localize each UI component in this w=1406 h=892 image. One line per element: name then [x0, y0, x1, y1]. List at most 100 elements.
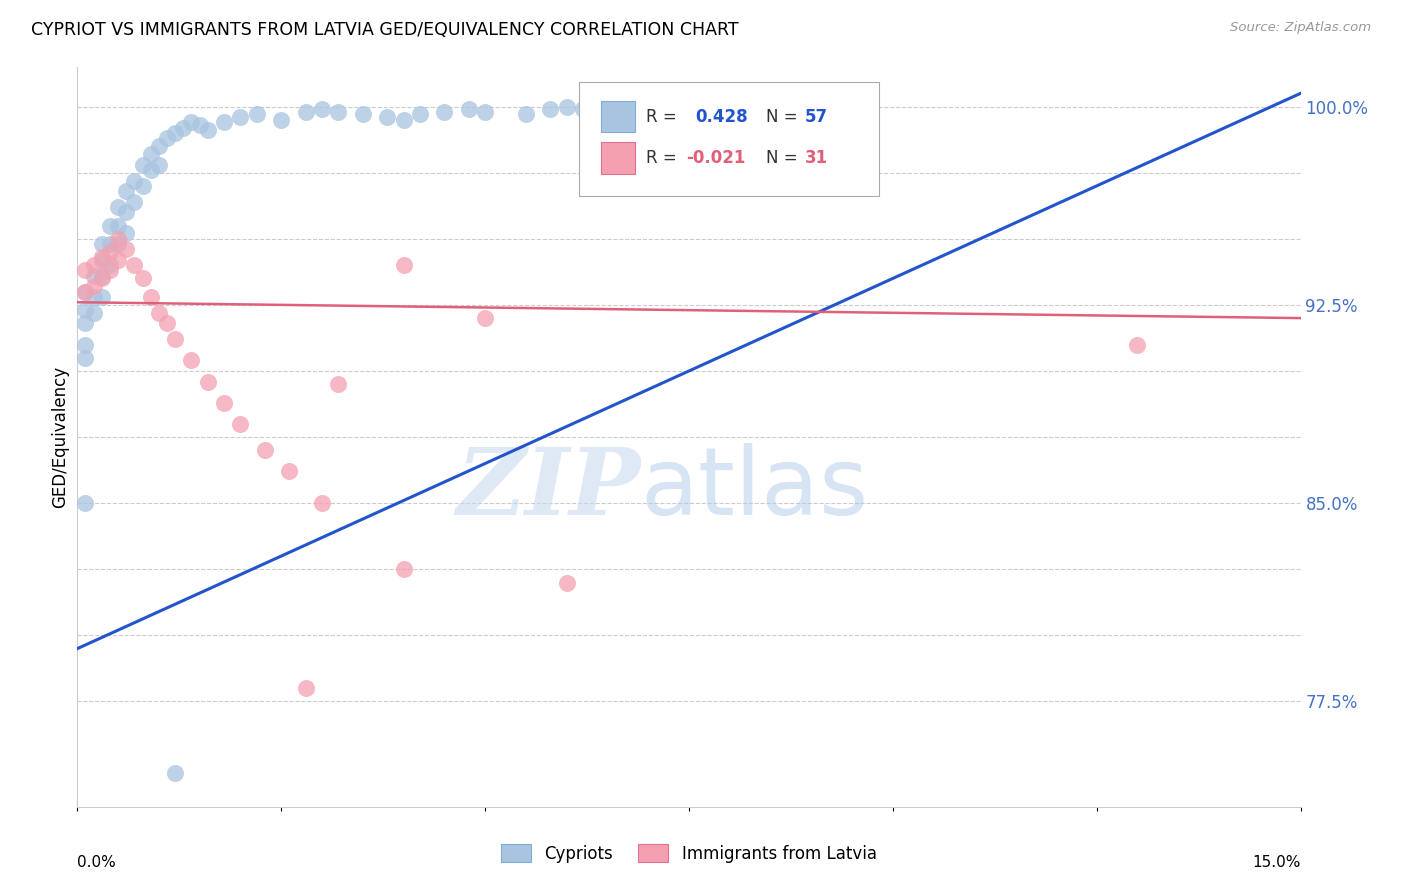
Point [139, 163, 162, 178]
Point [311, 102, 333, 116]
Point [124, 258, 146, 272]
Point [83, 290, 105, 304]
Point [212, 115, 235, 129]
Text: N =: N = [766, 149, 797, 167]
Point [75, 263, 97, 277]
Point [409, 107, 432, 121]
Text: 0.0%: 0.0% [77, 855, 117, 871]
Text: atlas: atlas [640, 443, 869, 535]
Point [572, 102, 595, 116]
Point [83, 258, 105, 272]
Text: CYPRIOT VS IMMIGRANTS FROM LATVIA GED/EQUIVALENCY CORRELATION CHART: CYPRIOT VS IMMIGRANTS FROM LATVIA GED/EQ… [31, 21, 738, 38]
Point [148, 158, 170, 172]
Point [90, 252, 112, 267]
Point [98, 263, 121, 277]
Point [352, 107, 374, 121]
Point [75, 285, 97, 299]
Point [515, 107, 537, 121]
Text: 31: 31 [806, 149, 828, 167]
Text: 0.428: 0.428 [695, 108, 748, 126]
Point [197, 375, 219, 389]
Point [229, 110, 252, 124]
Point [139, 290, 162, 304]
Point [98, 244, 121, 259]
Point [83, 306, 105, 320]
Point [148, 139, 170, 153]
Legend: Cypriots, Immigrants from Latvia: Cypriots, Immigrants from Latvia [495, 838, 883, 870]
Point [392, 258, 415, 272]
Point [229, 417, 252, 431]
Point [156, 317, 179, 331]
Point [75, 496, 97, 510]
Point [107, 232, 129, 246]
Text: R =: R = [647, 108, 682, 126]
Point [188, 118, 211, 132]
Text: N =: N = [766, 108, 797, 126]
Point [107, 237, 129, 252]
Point [131, 178, 153, 193]
Point [98, 258, 121, 272]
Point [75, 317, 97, 331]
Point [375, 110, 398, 124]
Point [90, 271, 112, 285]
Point [75, 351, 97, 365]
Point [90, 237, 112, 252]
Point [270, 112, 292, 127]
Point [165, 765, 187, 780]
Text: 57: 57 [806, 108, 828, 126]
Point [311, 496, 333, 510]
Point [197, 123, 219, 137]
Point [180, 353, 202, 368]
Point [392, 112, 415, 127]
Point [107, 252, 129, 267]
FancyBboxPatch shape [579, 82, 879, 196]
Point [392, 562, 415, 576]
Point [156, 131, 179, 145]
Point [596, 99, 619, 113]
Point [294, 681, 316, 696]
Point [115, 184, 138, 198]
Point [90, 290, 112, 304]
Point [75, 337, 97, 351]
Point [433, 104, 456, 119]
Point [165, 126, 187, 140]
Text: Source: ZipAtlas.com: Source: ZipAtlas.com [1230, 21, 1371, 34]
Point [124, 194, 146, 209]
Point [107, 200, 129, 214]
Point [555, 99, 578, 113]
Point [253, 443, 276, 458]
Point [212, 395, 235, 409]
Point [131, 271, 153, 285]
Point [474, 104, 496, 119]
Point [139, 147, 162, 161]
Point [555, 575, 578, 590]
Point [75, 285, 97, 299]
Point [588, 99, 610, 113]
Bar [600, 143, 636, 174]
Point [115, 227, 138, 241]
Point [107, 219, 129, 233]
Point [1126, 337, 1149, 351]
Bar [600, 101, 636, 132]
Point [165, 332, 187, 346]
Point [83, 268, 105, 283]
Point [172, 120, 194, 135]
Point [75, 303, 97, 318]
Text: 15.0%: 15.0% [1253, 855, 1301, 871]
Point [538, 102, 561, 116]
Point [474, 311, 496, 326]
Point [98, 219, 121, 233]
Point [83, 279, 105, 293]
Point [180, 115, 202, 129]
Point [246, 107, 269, 121]
Point [90, 268, 112, 283]
Text: R =: R = [647, 149, 676, 167]
Point [98, 237, 121, 252]
Point [328, 104, 350, 119]
Point [115, 243, 138, 257]
Y-axis label: GED/Equivalency: GED/Equivalency [51, 366, 69, 508]
Text: ZIP: ZIP [456, 444, 640, 534]
Point [115, 205, 138, 219]
Point [278, 465, 301, 479]
Point [90, 250, 112, 264]
